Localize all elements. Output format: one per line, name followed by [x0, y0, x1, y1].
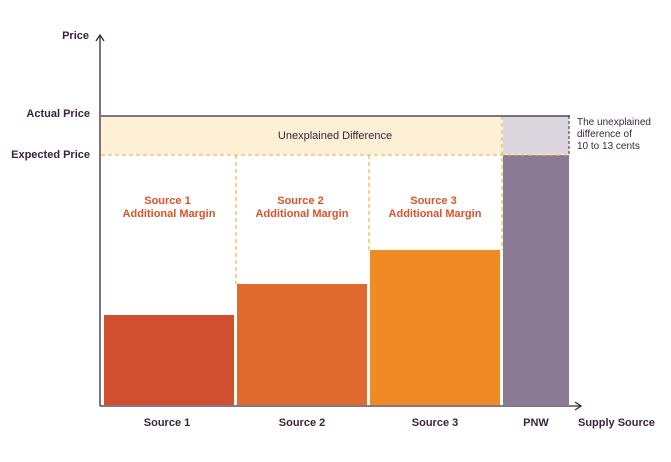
actual-price-label: Actual Price	[26, 108, 90, 120]
unexplained-note-line-2: difference of	[577, 129, 632, 140]
expected-price-label: Expected Price	[11, 149, 90, 161]
x-label-pnw: PNW	[523, 417, 549, 429]
x-axis-arrow-icon	[574, 401, 583, 411]
source-1-margin-line-2: Additional Margin	[123, 208, 216, 220]
unexplained-note-line-3: 10 to 13 cents	[577, 141, 640, 152]
bar-pnw-gap	[503, 116, 569, 154]
unexplained-difference-label: Unexplained Difference	[278, 130, 392, 142]
source-2-margin-line-2: Additional Margin	[256, 208, 349, 220]
unexplained-note: The unexplained difference of 10 to 13 c…	[577, 117, 654, 152]
x-axis-label: Supply Source	[578, 417, 655, 429]
bar-source-3	[370, 250, 500, 405]
x-label-source-2: Source 2	[279, 417, 325, 429]
y-axis-arrow-icon	[95, 33, 105, 42]
source-3-margin-line-1: Source 3	[410, 195, 456, 207]
source-2-margin-label: Source 2 Additional Margin	[256, 195, 349, 220]
unexplained-difference-band	[101, 116, 502, 154]
y-axis-label: Price	[62, 30, 89, 42]
source-2-margin-line-1: Source 2	[277, 195, 323, 207]
bar-pnw	[503, 155, 569, 405]
source-3-margin-line-2: Additional Margin	[389, 208, 482, 220]
bar-source-1	[104, 315, 234, 405]
unexplained-note-line-1: The unexplained	[577, 117, 651, 128]
bar-source-2	[237, 284, 367, 405]
x-label-source-1: Source 1	[144, 417, 190, 429]
source-1-margin-line-1: Source 1	[144, 195, 190, 207]
source-3-margin-label: Source 3 Additional Margin	[389, 195, 482, 220]
x-label-source-3: Source 3	[412, 417, 458, 429]
source-1-margin-label: Source 1 Additional Margin	[123, 195, 216, 220]
